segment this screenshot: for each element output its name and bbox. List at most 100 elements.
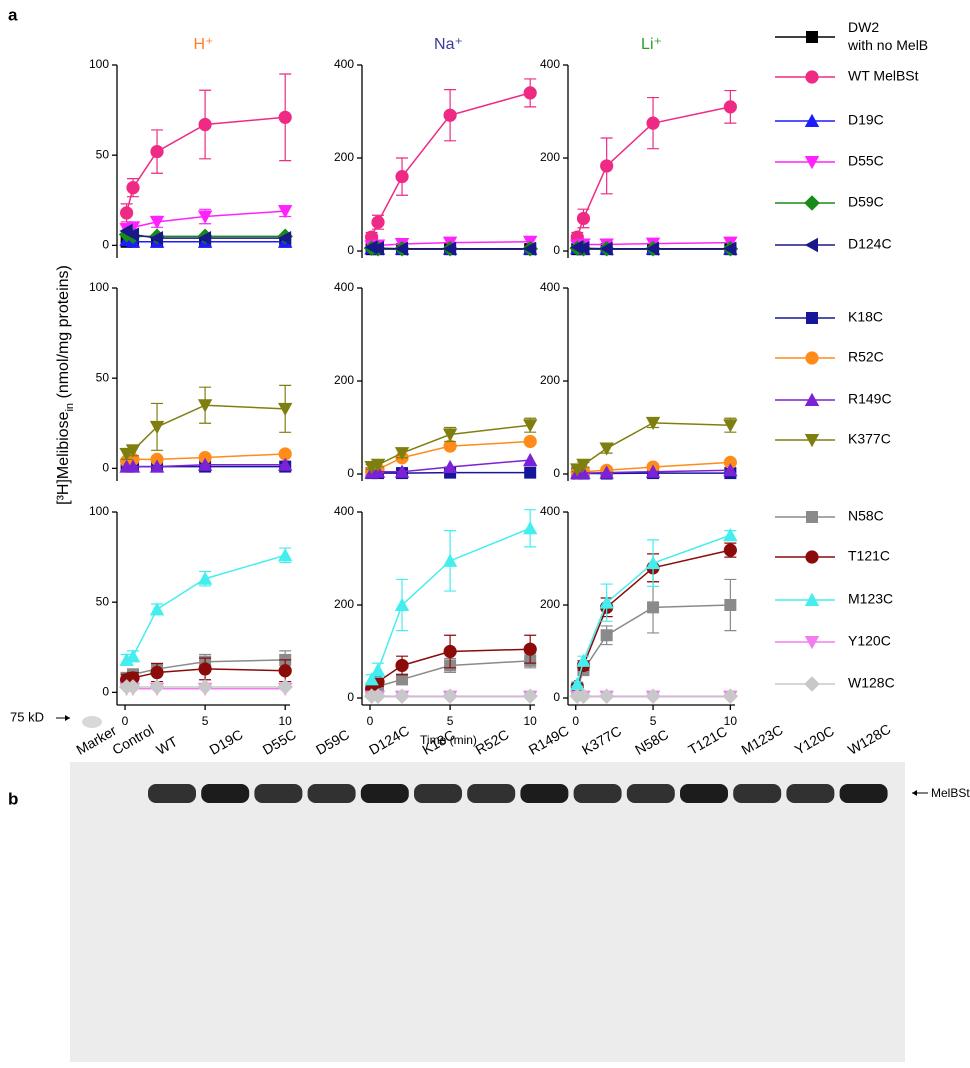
blot-membrane <box>70 762 905 1062</box>
x-tick-label: 0 <box>367 714 374 728</box>
series-line <box>127 117 286 213</box>
lane-label: K18C <box>419 726 457 757</box>
data-point <box>279 111 292 124</box>
data-point <box>524 86 537 99</box>
x-tick-label: 0 <box>122 714 129 728</box>
y-tick-label: 200 <box>540 150 560 164</box>
legend-label: T121C <box>848 548 890 564</box>
legend-marker <box>804 676 820 692</box>
band-label: MelBSt <box>931 786 970 800</box>
data-point <box>371 216 384 229</box>
y-tick-label: 0 <box>102 461 109 475</box>
y-tick-label: 400 <box>334 504 354 518</box>
marker-spot <box>82 716 102 728</box>
y-tick-label: 400 <box>540 280 560 294</box>
protein-band <box>786 784 834 803</box>
y-tick-label: 100 <box>89 504 109 518</box>
lane-label: WT <box>153 733 180 758</box>
protein-band <box>414 784 462 803</box>
legend-marker <box>805 238 818 252</box>
y-label-unit: (nmol/mg proteins) <box>55 265 72 403</box>
data-point <box>278 548 292 561</box>
data-point <box>199 118 212 131</box>
y-tick-label: 0 <box>347 466 354 480</box>
legend-marker <box>806 312 818 324</box>
legend-marker <box>805 70 818 83</box>
data-point <box>443 554 457 567</box>
legend-label-line: with no MelB <box>847 37 928 53</box>
legend-marker <box>806 31 818 43</box>
panel-label: a <box>8 5 18 24</box>
lane-label: Control <box>109 721 156 757</box>
protein-band <box>361 784 409 803</box>
x-tick-label: 0 <box>572 714 579 728</box>
data-point <box>444 109 457 122</box>
y-tick-label: 400 <box>540 504 560 518</box>
figure: a [³H]Melibiosein (nmol/mg proteins) b 7… <box>0 0 970 1068</box>
y-tick-label: 50 <box>96 594 110 608</box>
legend-label: D124C <box>848 236 892 252</box>
protein-band <box>201 784 249 803</box>
legend-label: D59C <box>848 194 884 210</box>
chart-title: Na⁺ <box>434 36 463 53</box>
y-tick-label: 200 <box>334 597 354 611</box>
legend-marker <box>805 550 818 563</box>
data-point <box>723 419 737 432</box>
y-tick-label: 50 <box>96 370 110 384</box>
protein-band <box>254 784 302 803</box>
data-point <box>523 453 537 466</box>
data-point <box>524 467 536 479</box>
protein-band <box>467 784 515 803</box>
data-point <box>278 403 292 416</box>
data-point <box>647 601 659 613</box>
x-tick-label: 10 <box>724 714 738 728</box>
x-tick-label: 5 <box>447 714 454 728</box>
data-point <box>395 170 408 183</box>
series-line <box>127 405 286 454</box>
legend-label: D19C <box>848 112 884 128</box>
y-tick-label: 0 <box>553 243 560 257</box>
protein-band <box>148 784 196 803</box>
y-tick-label: 50 <box>96 147 110 161</box>
lane-label: M123C <box>739 721 786 757</box>
y-label-sub: in <box>64 403 76 412</box>
data-point <box>724 544 737 557</box>
y-tick-label: 0 <box>347 243 354 257</box>
legend-label: DW2 with no MelB <box>847 19 928 53</box>
legend-label-line: DW2 <box>848 19 879 35</box>
data-point <box>524 643 537 656</box>
y-tick-label: 200 <box>540 373 560 387</box>
protein-band <box>308 784 356 803</box>
legend-label: N58C <box>848 508 884 524</box>
legend-marker <box>804 195 820 211</box>
lane-label: D19C <box>207 726 246 758</box>
chart-title: Li⁺ <box>641 36 662 53</box>
data-point <box>126 181 139 194</box>
y-tick-label: 0 <box>553 466 560 480</box>
legend-label: WT MelBSt <box>848 68 919 84</box>
lane-label: D59C <box>313 726 352 758</box>
data-point <box>646 117 659 130</box>
data-point <box>523 521 537 534</box>
data-point <box>199 662 212 675</box>
data-point <box>724 100 737 113</box>
panel-label: b <box>8 789 18 808</box>
marker-arrowhead <box>65 715 70 721</box>
protein-band <box>627 784 675 803</box>
marker-label: 75 kD <box>10 709 44 724</box>
data-point <box>524 435 537 448</box>
legend-marker <box>806 511 818 523</box>
y-tick-label: 200 <box>540 597 560 611</box>
y-tick-label: 400 <box>540 57 560 71</box>
data-point <box>601 629 613 641</box>
y-tick-label: 0 <box>102 685 109 699</box>
protein-band <box>733 784 781 803</box>
protein-band <box>840 784 888 803</box>
legend-label: D55C <box>848 153 884 169</box>
legend-label: K377C <box>848 431 891 447</box>
lane-label: D55C <box>260 726 299 758</box>
y-tick-label: 200 <box>334 150 354 164</box>
lane-label: W128C <box>845 721 893 758</box>
data-point <box>443 428 457 441</box>
y-tick-label: 0 <box>102 238 109 252</box>
